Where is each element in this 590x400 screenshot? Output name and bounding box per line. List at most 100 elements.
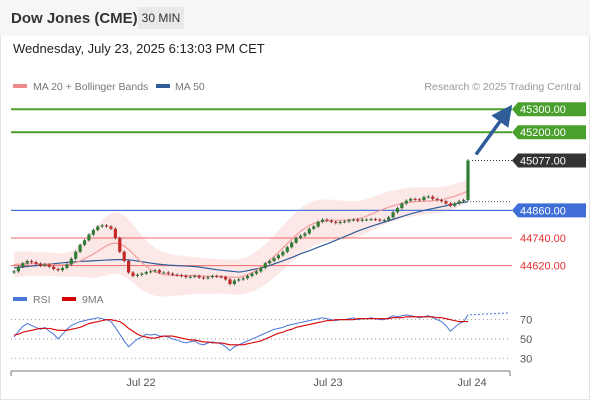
candle-body: [285, 247, 289, 252]
candle-body: [254, 271, 259, 274]
candle-body: [303, 233, 307, 236]
price-tag: [512, 153, 586, 168]
candle-body: [307, 228, 311, 234]
candle-body: [127, 261, 131, 273]
candle-body: [118, 238, 122, 252]
candle-body: [215, 275, 219, 277]
candle-body: [157, 270, 162, 273]
candle-body: [382, 220, 386, 222]
candle-body: [365, 219, 369, 221]
candle-body: [268, 261, 272, 264]
candle-body: [312, 226, 316, 229]
candle-body: [461, 200, 466, 202]
candle-body: [87, 234, 91, 241]
candle-body: [413, 198, 417, 200]
price-tag-label: 45200.00: [520, 127, 566, 139]
candle-body: [184, 275, 188, 278]
price-tag: [512, 203, 586, 218]
candle-body: [197, 275, 201, 278]
candle-body: [466, 160, 470, 201]
candle-body: [351, 219, 355, 221]
candle-body: [241, 278, 245, 280]
price-tag-label: 44860.00: [520, 205, 566, 217]
header-bar: Dow Jones (CME) 30 MIN: [0, 0, 590, 36]
candle-body: [422, 197, 426, 201]
candle-body: [113, 228, 117, 238]
price-tag-label: 45300.00: [520, 104, 566, 116]
candle-body: [69, 258, 73, 265]
rsi-tick-label: 70: [520, 315, 532, 327]
candle-body: [219, 276, 223, 278]
candle-body: [417, 199, 422, 201]
candle-body: [453, 203, 457, 206]
rsi-tick-label: 30: [520, 353, 532, 365]
datetime-label: Wednesday, July 23, 2025 6:13:03 PM CET: [13, 41, 265, 56]
rsi-line: [13, 314, 469, 352]
forecast-arrow-line: [474, 104, 513, 156]
candle-body: [52, 266, 56, 270]
ma50-line: [13, 201, 469, 273]
candle-body: [162, 272, 166, 274]
candle-body: [435, 198, 439, 201]
candle-body: [201, 277, 206, 279]
candle-body: [60, 267, 65, 271]
candle-body: [16, 266, 21, 272]
candle-body: [34, 262, 38, 264]
candle-body: [82, 240, 87, 245]
candle-body: [290, 242, 294, 248]
candle-body: [457, 201, 461, 204]
candle-body: [391, 212, 395, 218]
candle-body: [228, 279, 232, 284]
candle-body: [193, 275, 197, 277]
forecast-arrow: [474, 104, 513, 156]
candle-body: [56, 269, 60, 271]
candle-body: [91, 229, 95, 235]
instrument-title: Dow Jones (CME): [11, 10, 138, 27]
candle-body: [179, 275, 184, 277]
candle-body: [74, 251, 78, 259]
candle-body: [122, 251, 126, 261]
candle-body: [25, 261, 29, 264]
ma50-legend-label: MA 50: [175, 81, 205, 93]
candle-body: [316, 221, 320, 227]
candle-body: [387, 217, 391, 221]
candle-body: [263, 263, 267, 268]
candlesticks: [12, 159, 470, 286]
candle-body: [109, 226, 113, 229]
x-tick-label: Jul 24: [457, 377, 486, 389]
candle-body: [298, 235, 303, 238]
candle-body: [153, 270, 157, 272]
candle-body: [246, 275, 250, 279]
candle-body: [188, 276, 192, 278]
price-tag-label: 44740.00: [520, 233, 566, 245]
rsi-panel: 70 50 30: [11, 312, 532, 365]
candle-body: [426, 196, 430, 198]
price-tag-label: 44620.00: [520, 261, 566, 273]
price-tag: [512, 125, 586, 140]
candle-body: [232, 280, 236, 284]
ma9-legend-swatch: [62, 297, 76, 301]
ma20-line: [13, 190, 469, 278]
ma50-legend-swatch: [156, 84, 170, 88]
moving-averages: [13, 190, 469, 278]
candle-body: [78, 244, 82, 252]
timeframe-button[interactable]: 30 MIN: [138, 7, 184, 29]
candle-body: [135, 274, 140, 276]
candle-body: [369, 219, 373, 221]
candle-body: [356, 219, 360, 221]
candle-body: [281, 251, 285, 256]
candle-body: [104, 225, 109, 227]
candle-body: [320, 219, 325, 222]
candle-body: [373, 219, 378, 221]
candle-body: [144, 272, 148, 274]
candle-body: [294, 238, 298, 243]
rsi-tick-label: 50: [520, 334, 532, 346]
candle-body: [431, 196, 435, 199]
credit-label: Research © 2025 Trading Central: [424, 81, 581, 93]
candle-body: [140, 273, 144, 275]
candle-body: [206, 277, 210, 279]
candle-body: [444, 201, 448, 204]
candle-body: [175, 274, 179, 276]
candle-body: [334, 221, 338, 224]
candle-body: [360, 219, 364, 221]
